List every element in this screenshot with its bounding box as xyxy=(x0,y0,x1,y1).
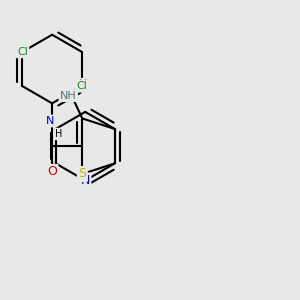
Text: O: O xyxy=(47,165,57,178)
Text: H: H xyxy=(79,79,88,89)
Text: Cl: Cl xyxy=(76,81,87,91)
Text: S: S xyxy=(78,167,86,180)
Text: NH: NH xyxy=(60,91,76,100)
Text: N: N xyxy=(80,174,90,187)
Text: Cl: Cl xyxy=(17,47,28,57)
Text: N: N xyxy=(46,116,54,126)
Text: H: H xyxy=(55,129,63,139)
